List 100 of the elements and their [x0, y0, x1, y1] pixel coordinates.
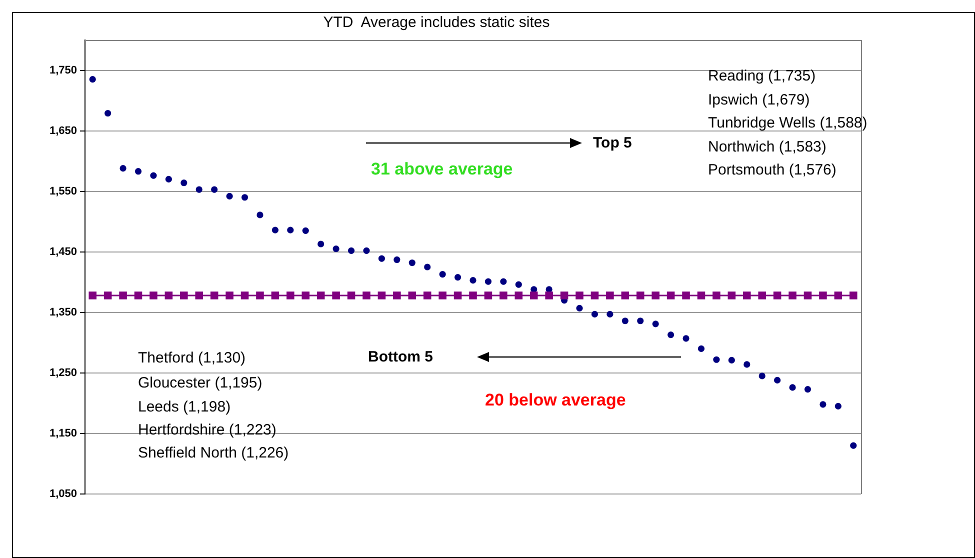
annotation: Top 5 — [593, 134, 632, 152]
y-tick-label: 1,650 — [49, 124, 77, 137]
point — [744, 361, 750, 368]
point — [850, 292, 858, 300]
point — [195, 292, 204, 300]
y-tick-label: 1,450 — [49, 246, 77, 258]
y-tick-label: 1,350 — [49, 306, 77, 318]
point — [332, 246, 340, 252]
point — [164, 292, 173, 300]
point — [348, 247, 355, 254]
y-tick-label: 1,750 — [49, 64, 77, 76]
point — [120, 165, 126, 172]
point — [834, 402, 842, 410]
point — [439, 270, 446, 278]
point — [789, 384, 796, 391]
point — [545, 292, 553, 300]
point — [621, 292, 630, 300]
annotation: Gloucester (1,195) — [138, 374, 262, 392]
point — [636, 292, 644, 300]
annotation: Thetford (1,130) — [138, 350, 246, 366]
point — [424, 264, 431, 270]
point — [470, 277, 476, 284]
point — [820, 401, 826, 408]
point — [302, 292, 310, 300]
point — [88, 292, 96, 300]
point — [134, 292, 142, 300]
point — [332, 292, 340, 300]
point — [591, 310, 598, 318]
point — [226, 292, 234, 300]
point — [774, 376, 781, 384]
point — [713, 356, 720, 363]
point — [788, 292, 796, 300]
point — [256, 292, 264, 300]
point — [104, 292, 112, 300]
point — [637, 318, 644, 324]
point — [378, 292, 386, 300]
point — [256, 212, 264, 218]
point — [606, 310, 614, 318]
annotation: 20 below average — [485, 390, 626, 410]
annotation: Ipswich (1,679) — [708, 92, 810, 108]
point — [697, 292, 706, 300]
point — [804, 292, 812, 300]
annotation: Portsmouth (1,576) — [708, 162, 836, 178]
point — [423, 292, 432, 300]
annotation: Leeds (1,198) — [138, 398, 231, 416]
point — [394, 256, 400, 264]
y-tick-label: 1,050 — [49, 488, 77, 500]
point — [834, 292, 842, 300]
point — [652, 320, 659, 328]
point — [742, 292, 751, 300]
point — [271, 292, 280, 300]
point — [393, 292, 401, 300]
point — [287, 226, 294, 234]
point — [226, 192, 233, 200]
point — [530, 292, 538, 300]
point — [196, 186, 202, 193]
point — [652, 292, 660, 300]
point — [515, 281, 522, 288]
annotation: Tunbridge Wells (1,588) — [708, 114, 868, 132]
point — [850, 442, 857, 449]
point — [712, 292, 720, 300]
annotation: 31 above average — [371, 160, 513, 178]
point — [682, 292, 690, 300]
point — [454, 292, 462, 300]
point — [758, 372, 766, 380]
annotation: Bottom 5 — [368, 348, 433, 366]
point — [150, 172, 157, 179]
point — [408, 292, 416, 300]
point — [469, 292, 477, 300]
point — [682, 335, 690, 342]
point — [500, 292, 508, 300]
point — [576, 304, 583, 312]
point — [590, 292, 599, 300]
point — [180, 180, 188, 186]
point — [698, 345, 705, 352]
point — [622, 318, 628, 324]
point — [560, 292, 568, 300]
point — [728, 292, 736, 300]
point — [728, 356, 735, 364]
y-tick-label: 1,550 — [49, 185, 77, 198]
point — [272, 226, 278, 234]
point — [302, 227, 309, 234]
point — [119, 292, 127, 300]
chart-title: YTD Average includes static sites — [323, 14, 550, 32]
point — [316, 292, 325, 300]
point — [241, 194, 248, 201]
y-tick-label: 1,150 — [49, 428, 77, 440]
point — [165, 176, 172, 183]
point — [514, 292, 523, 300]
point — [666, 292, 675, 300]
point — [606, 292, 614, 300]
point — [180, 292, 188, 300]
point — [408, 259, 416, 266]
point — [804, 386, 812, 393]
annotation: Northwich (1,583) — [708, 138, 826, 156]
point — [150, 292, 158, 300]
point — [286, 292, 294, 300]
point — [89, 76, 96, 83]
annotation: Sheffield North (1,226) — [138, 444, 289, 462]
y-tick-label: 1,250 — [49, 366, 77, 379]
